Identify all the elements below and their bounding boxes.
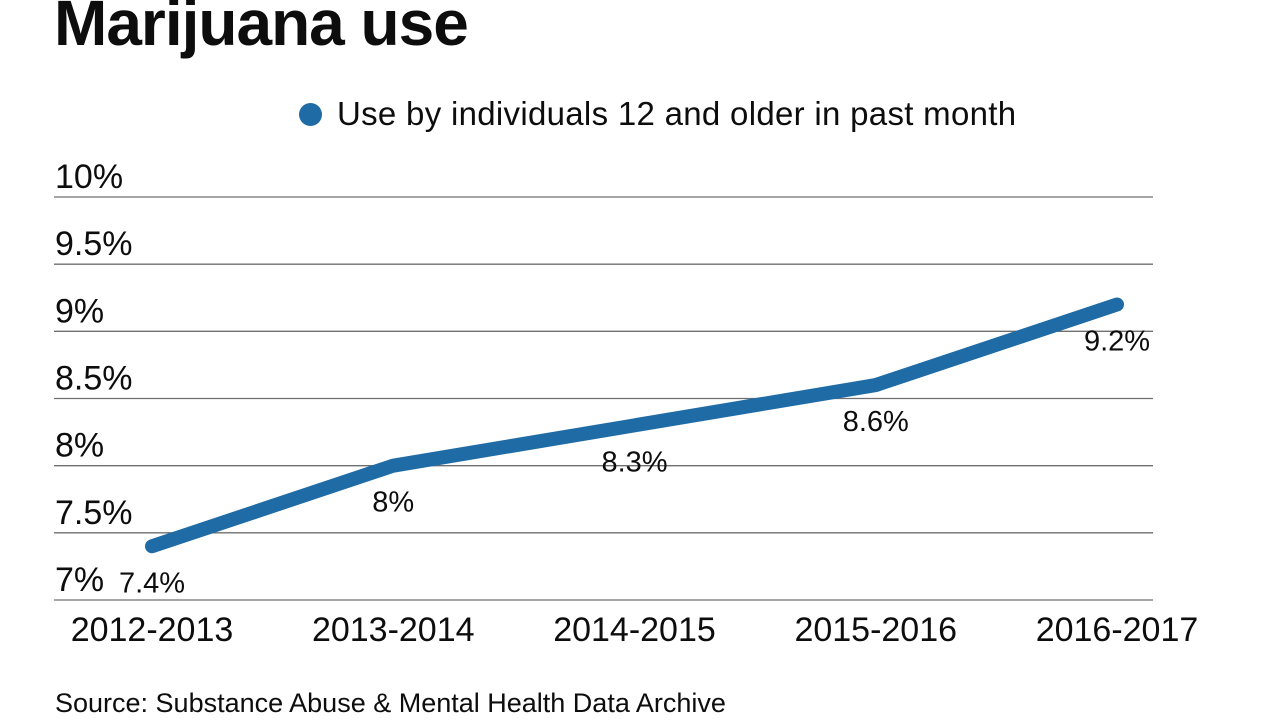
y-tick-label: 8.5% <box>55 360 133 398</box>
y-tick-label: 10% <box>55 158 123 196</box>
x-tick-label: 2015-2016 <box>794 611 957 649</box>
data-point-label: 8.6% <box>843 406 909 438</box>
data-point-label: 8% <box>372 487 414 519</box>
data-line <box>145 297 1124 554</box>
x-tick-label: 2013-2014 <box>312 611 475 649</box>
data-point-label: 7.4% <box>119 567 185 599</box>
y-tick-label: 9.5% <box>55 225 133 263</box>
chart-title: Marijuana use <box>54 0 469 59</box>
y-tick-label: 7% <box>55 561 104 599</box>
x-tick-label: 2016-2017 <box>1036 611 1199 649</box>
x-tick-label: 2012-2013 <box>71 611 234 649</box>
legend-label: Use by individuals 12 and older in past … <box>337 95 1017 132</box>
legend: Use by individuals 12 and older in past … <box>299 95 1016 133</box>
y-tick-label: 7.5% <box>55 494 133 532</box>
y-tick-label: 8% <box>55 427 104 465</box>
data-point-label: 9.2% <box>1084 325 1150 357</box>
data-point-label: 8.3% <box>601 446 667 478</box>
source-note: Source: Substance Abuse & Mental Health … <box>55 688 726 718</box>
x-tick-label: 2014-2015 <box>553 611 716 649</box>
legend-marker-icon <box>299 102 322 126</box>
y-tick-label: 9% <box>55 292 104 330</box>
